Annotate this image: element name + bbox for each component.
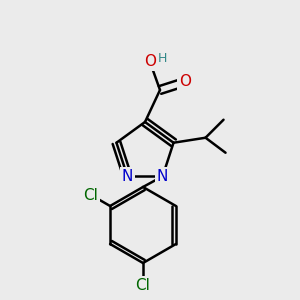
- Text: N: N: [157, 169, 168, 184]
- Text: O: O: [179, 74, 191, 89]
- Text: H: H: [158, 52, 167, 64]
- Text: N: N: [122, 169, 133, 184]
- Text: Cl: Cl: [136, 278, 150, 292]
- Text: Cl: Cl: [84, 188, 98, 202]
- Text: O: O: [144, 55, 156, 70]
